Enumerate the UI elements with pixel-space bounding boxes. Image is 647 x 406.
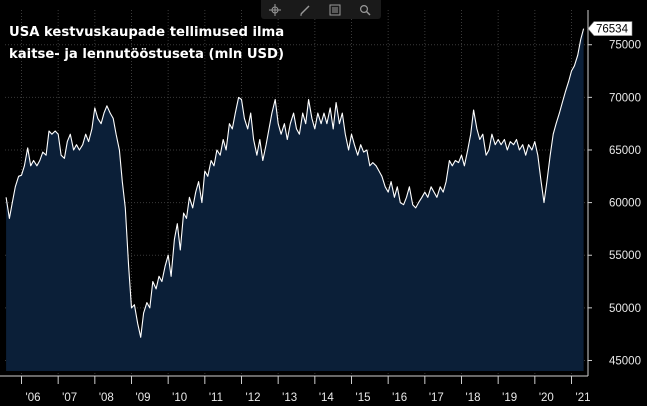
y-tick-label: 45000 [609,355,641,367]
y-tick-label: 60000 [609,198,641,210]
x-tick-label: '19 [502,392,517,404]
x-tick-label: '20 [539,392,554,404]
draw-button[interactable] [293,0,317,19]
chart-title-line-1: USA kestvuskaupade tellimused ilma [9,25,285,40]
x-tick-label: '17 [429,392,444,404]
draw-pen-icon [300,5,310,15]
crosshair-button[interactable] [263,0,287,19]
x-tick-label: '13 [282,392,297,404]
y-tick-label: 65000 [609,145,641,157]
chart-title-line-2: kaitse- ja lennutööstuseta (mln USD) [9,47,284,62]
zoom-button[interactable] [353,0,377,19]
x-tick-label: '06 [26,392,41,404]
chart-toolbar [261,0,381,19]
axis-layer: 45000 50000 55000 60000 65000 70000 75000 '06 '0… [0,10,641,404]
y-tick-label: 75000 [609,40,641,52]
x-tick-label: '08 [99,392,114,404]
x-tick-label: '14 [319,392,335,404]
x-tick-label: '07 [62,392,77,404]
x-tick-label: '11 [209,392,223,404]
x-tick-label: '18 [466,392,481,404]
legend-button[interactable] [323,0,347,19]
x-tick-label: '09 [136,392,151,404]
last-value-badge [587,21,633,36]
series-area [6,28,584,371]
series-layer [5,28,585,371]
series-line [5,28,585,338]
last-value-label: 76534 [596,24,629,36]
y-tick-label: 50000 [609,303,641,315]
chart-title: USA kestvuskaupade tellimused ilma kaits… [9,22,309,66]
zoom-icon [359,4,371,15]
x-tick-label: '16 [392,392,407,404]
crosshair-icon [269,3,281,16]
x-tick-label: '10 [172,392,187,404]
y-tick-label: 70000 [609,92,641,104]
x-tick-label: '15 [356,392,371,404]
legend-list-icon [329,4,341,15]
x-tick-label: '21 [576,392,591,404]
x-tick-label: '12 [246,392,261,404]
y-tick-label: 55000 [609,250,641,262]
